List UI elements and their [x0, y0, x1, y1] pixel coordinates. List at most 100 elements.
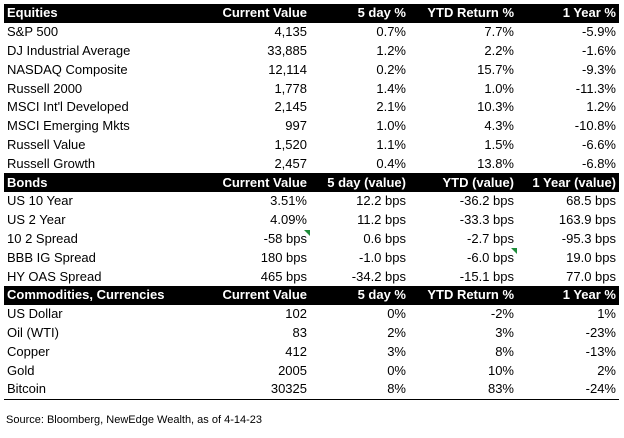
column-header: YTD (value)	[409, 173, 517, 192]
table-cell: 13.8%	[477, 155, 514, 171]
table-row: US Dollar 102 0% -2% 1%	[4, 305, 619, 324]
table-cell: 10.3%	[477, 99, 514, 115]
table-cell: 33,885	[267, 42, 307, 58]
table-cell: 8%	[495, 343, 514, 359]
column-header: 1 Year %	[517, 4, 619, 23]
table-cell: 0%	[387, 362, 406, 378]
table-cell: 2%	[387, 324, 406, 340]
column-header: YTD Return %	[409, 285, 517, 305]
column-header: YTD Return %	[409, 4, 517, 23]
table-cell: 102	[285, 306, 307, 322]
table-cell: 1.0%	[484, 80, 514, 96]
table-row: S&P 500 4,135 0.7% 7.7% -5.9%	[4, 23, 619, 42]
table-cell: 3%	[495, 324, 514, 340]
column-header: 1 Year (value)	[517, 173, 619, 192]
table-cell: 0.7%	[376, 24, 406, 40]
table-cell: -2%	[490, 306, 514, 322]
row-label: US Dollar	[7, 306, 63, 322]
market-summary-table: Equities Current Value 5 day % YTD Return %…	[4, 4, 619, 400]
table-row: Oil (WTI) 83 2% 3% -23%	[4, 324, 619, 343]
row-label: Bitcoin	[4, 379, 202, 400]
column-header: Commodities, Currencies	[4, 285, 202, 305]
table-cell: 1.1%	[376, 136, 406, 152]
table-cell: -95.3 bps	[561, 230, 616, 246]
column-header: 5 day %	[310, 285, 409, 305]
table-row: DJ Industrial Average 33,885 1.2% 2.2% -1.6%	[4, 42, 619, 61]
row-label: S&P 500	[7, 24, 59, 40]
table-cell: 12.2 bps	[356, 193, 406, 209]
table-row: HY OAS Spread 465 bps -34.2 bps -15.1 bps 77…	[4, 267, 619, 286]
column-header: Current Value	[202, 4, 310, 23]
equities-header-row: Equities Current Value 5 day % YTD Return %…	[4, 4, 619, 23]
column-header: 1 Year %	[517, 285, 619, 305]
table-cell: 0.4%	[376, 155, 406, 171]
table-row: Russell Growth 2,457 0.4% 13.8% -6.8%	[4, 154, 619, 173]
row-label: US 2 Year	[7, 212, 66, 228]
table-cell: 180 bps	[260, 249, 307, 265]
table-cell: -36.2 bps	[459, 193, 514, 209]
table-cell: 2005	[278, 362, 307, 378]
table-cell: 0.6 bps	[363, 230, 406, 246]
table-cell: 465 bps	[260, 268, 307, 284]
table-row: NASDAQ Composite 12,114 0.2% 15.7% -9.3%	[4, 60, 619, 79]
table-row: Bitcoin 30325 8% 83% -24%	[4, 379, 619, 400]
table-row: Copper 412 3% 8% -13%	[4, 342, 619, 361]
table-cell: 68.5 bps	[566, 193, 616, 209]
table-cell: 2.2%	[484, 42, 514, 58]
column-header: Current Value	[202, 285, 310, 305]
column-header: Equities	[4, 4, 202, 23]
table-cell: 2.1%	[376, 99, 406, 115]
source-note: Source: Bloomberg, NewEdge Wealth, as of…	[6, 414, 262, 426]
table-cell: 19.0 bps	[566, 249, 616, 265]
table-cell: 2%	[597, 362, 616, 378]
table-cell: 2,145	[274, 99, 307, 115]
table-cell: 7.7%	[484, 24, 514, 40]
table-cell: 997	[285, 118, 307, 134]
table-cell: -34.2 bps	[351, 268, 406, 284]
table-cell: 1.4%	[376, 80, 406, 96]
table-cell: -2.7 bps	[467, 230, 514, 246]
table-cell: 4,135	[274, 24, 307, 40]
table-row: Gold 2005 0% 10% 2%	[4, 361, 619, 380]
column-header: 5 day (value)	[310, 173, 409, 192]
table-cell: 11.2 bps	[357, 212, 406, 228]
table-row: MSCI Emerging Mkts 997 1.0% 4.3% -10.8%	[4, 117, 619, 136]
column-header: Bonds	[4, 173, 202, 192]
table-cell: 163.9 bps	[558, 212, 616, 228]
table-cell: 4.3%	[484, 118, 514, 134]
row-label: NASDAQ Composite	[7, 61, 128, 77]
table-cell: 15.7%	[477, 61, 514, 77]
row-label: Russell Growth	[7, 155, 96, 171]
table-cell: -13%	[585, 343, 616, 359]
table-cell: -33.3 bps	[459, 212, 514, 228]
table-cell: -24%	[517, 379, 619, 400]
row-label: MSCI Int'l Developed	[7, 99, 129, 115]
table-cell: -11.3%	[575, 80, 616, 96]
table-cell: -1.6%	[582, 42, 616, 58]
row-label: HY OAS Spread	[7, 268, 102, 284]
table-row: 10 2 Spread -58 bps 0.6 bps -2.7 bps -95.3 b…	[4, 229, 619, 249]
row-label: Russell Value	[7, 136, 86, 152]
table-body: Equities Current Value 5 day % YTD Return %…	[4, 4, 619, 400]
row-label: DJ Industrial Average	[7, 42, 131, 58]
table-cell: -15.1 bps	[459, 268, 514, 284]
table-cell: -9.3%	[582, 61, 616, 77]
table-cell: 1.0%	[376, 118, 406, 134]
table-cell: 1,778	[274, 80, 307, 96]
table-cell: 12,114	[268, 61, 307, 77]
table-row: MSCI Int'l Developed 2,145 2.1% 10.3% 1.2%	[4, 98, 619, 117]
table-cell: -6.8%	[582, 155, 616, 171]
table-cell: 1.2%	[586, 99, 616, 115]
table-cell: -23%	[585, 324, 616, 340]
table-cell: 1.2%	[376, 42, 406, 58]
table-cell: -58 bps	[202, 229, 310, 249]
row-label: MSCI Emerging Mkts	[7, 118, 130, 134]
table-row: BBB IG Spread 180 bps -1.0 bps -6.0 bps 19.0…	[4, 248, 619, 267]
table-cell: 2,457	[274, 155, 307, 171]
table-cell: 1,520	[274, 136, 307, 152]
table-cell: 1%	[597, 306, 616, 322]
row-label: US 10 Year	[7, 193, 73, 209]
table-cell: 83%	[409, 379, 517, 400]
table-cell: 3.51%	[270, 193, 307, 209]
